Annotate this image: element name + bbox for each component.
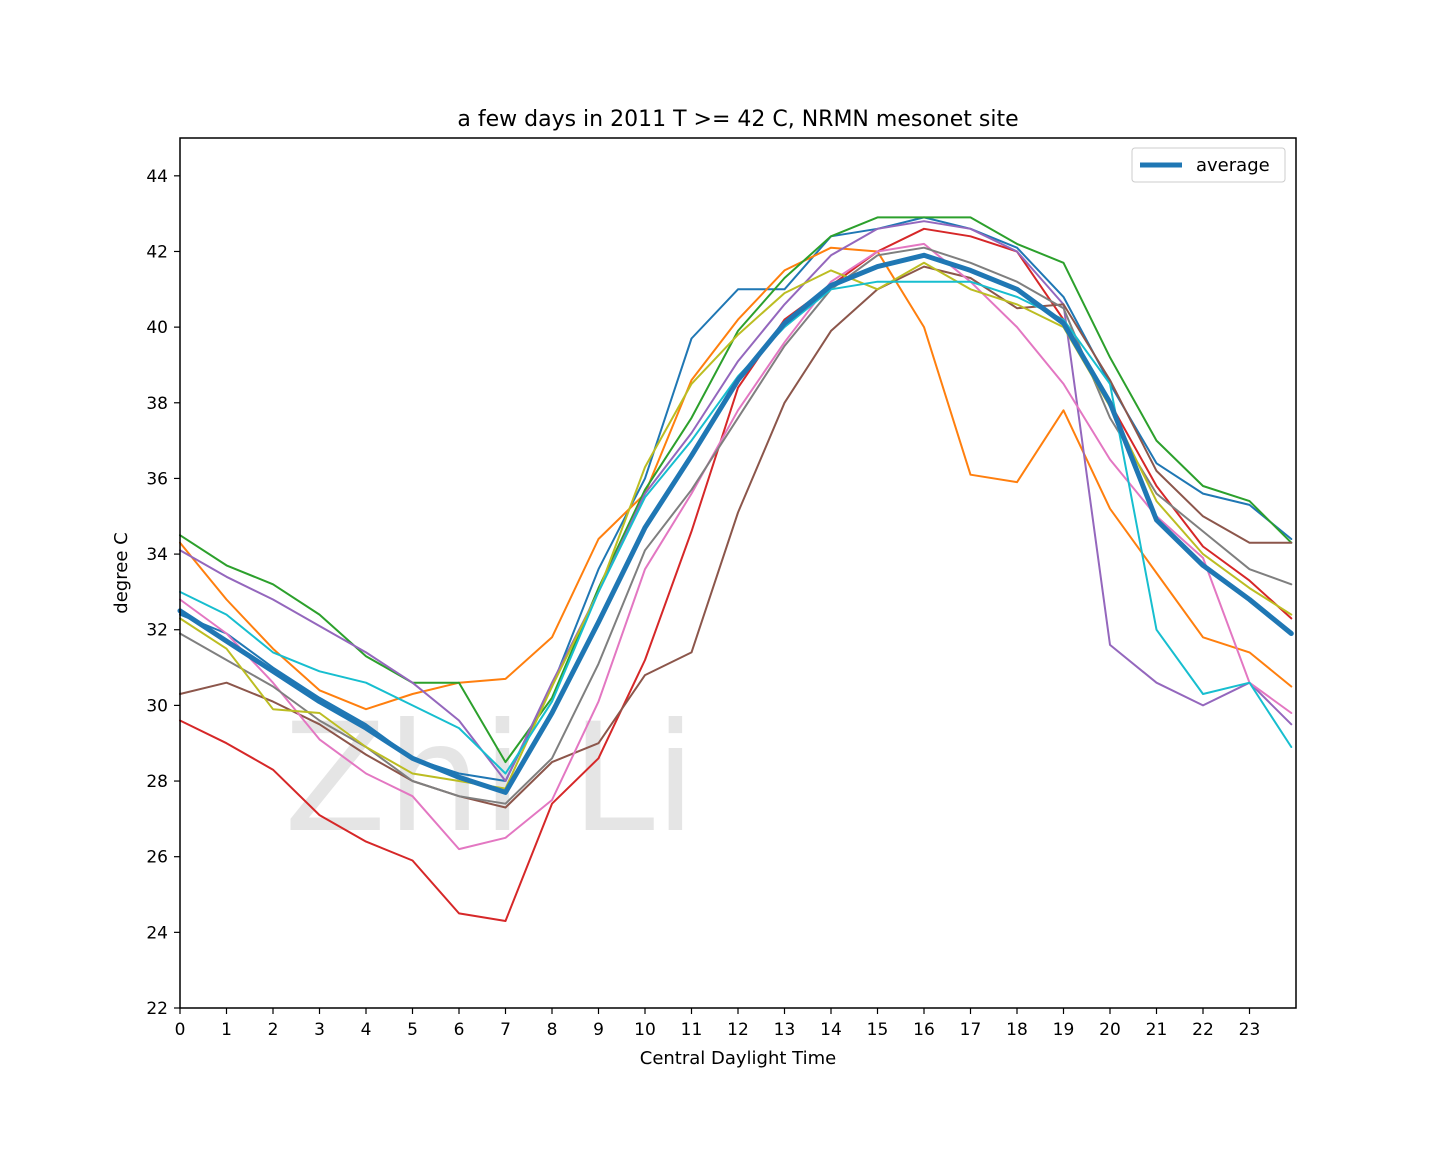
x-tick-label: 1 [221, 1020, 232, 1040]
x-tick-label: 23 [1239, 1020, 1261, 1040]
x-tick-label: 6 [454, 1020, 465, 1040]
x-tick-label: 21 [1146, 1020, 1168, 1040]
legend-box [1131, 147, 1286, 183]
x-tick-label: 2 [268, 1020, 279, 1040]
x-tick-label: 17 [960, 1020, 982, 1040]
legend-label-average: average [1196, 155, 1270, 176]
x-tick-label: 16 [913, 1020, 935, 1040]
series-line-3 [179, 216, 1293, 764]
y-tick-label: 24 [146, 923, 168, 943]
y-tick-label: 22 [146, 999, 168, 1019]
x-tick-label: 12 [727, 1020, 749, 1040]
series-line-2 [179, 246, 1293, 711]
x-tick-label: 11 [681, 1020, 703, 1040]
x-tick-label: 19 [1053, 1020, 1075, 1040]
x-tick-label: 3 [314, 1020, 325, 1040]
y-tick-label: 26 [146, 848, 168, 868]
y-tick-label: 40 [146, 318, 168, 338]
x-tick-label: 7 [500, 1020, 511, 1040]
x-tick-label: 15 [867, 1020, 889, 1040]
y-tick-label: 34 [146, 545, 168, 565]
y-axis: 22 24 26 28 30 32 34 36 38 40 42 44 [146, 167, 180, 1019]
series-line-average [177, 252, 1294, 795]
x-tick-label: 18 [1006, 1020, 1028, 1040]
series-line-5 [179, 220, 1293, 782]
x-tick-label: 10 [634, 1020, 656, 1040]
x-tick-label: 14 [820, 1020, 842, 1040]
y-tick-label: 28 [146, 772, 168, 792]
x-tick-label: 4 [361, 1020, 372, 1040]
y-tick-label: 30 [146, 696, 168, 716]
x-axis: 0 1 2 3 4 5 6 7 8 9 10 11 12 13 14 15 16 17 18 19 20 21 22 23 [175, 1008, 1261, 1040]
y-tick-label: 44 [146, 167, 168, 187]
y-tick-label: 38 [146, 394, 168, 414]
y-tick-label: 36 [146, 469, 168, 489]
y-tick-label: 42 [146, 242, 168, 262]
x-tick-label: 20 [1099, 1020, 1121, 1040]
legend: average [1131, 147, 1286, 183]
data-lines-layer [177, 216, 1294, 922]
x-tick-label: 13 [774, 1020, 796, 1040]
x-tick-label: 22 [1192, 1020, 1214, 1040]
x-tick-label: 5 [407, 1020, 418, 1040]
plot-area [180, 138, 1296, 1008]
x-tick-label: 8 [547, 1020, 558, 1040]
y-tick-label: 32 [146, 621, 168, 641]
x-tick-label: 0 [175, 1020, 186, 1040]
y-axis-label: degree C [111, 532, 132, 613]
x-axis-label: Central Daylight Time [640, 1048, 836, 1069]
series-line-7 [179, 242, 1293, 851]
series-line-6 [179, 265, 1293, 809]
x-tick-label: 9 [593, 1020, 604, 1040]
chart-title: a few days in 2011 T >= 42 C, NRMN meson… [457, 107, 1018, 132]
